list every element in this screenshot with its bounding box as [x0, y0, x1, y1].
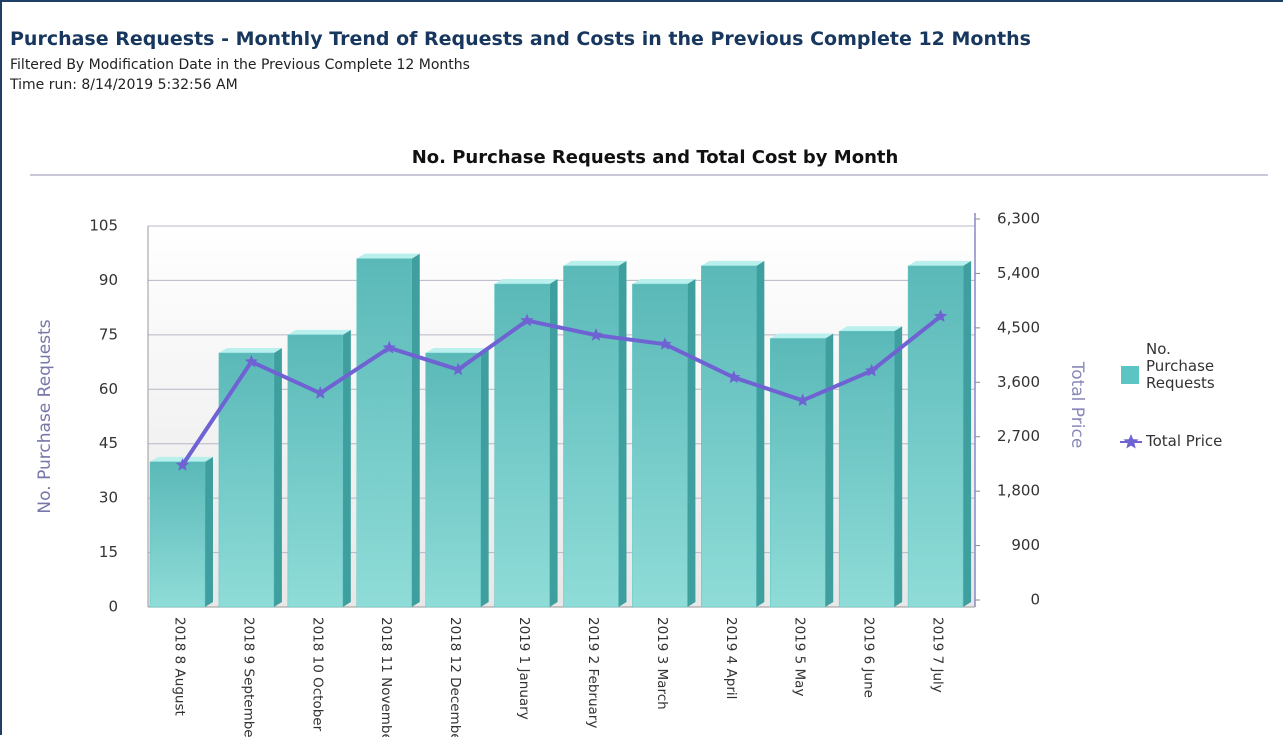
report-title: Purchase Requests - Monthly Trend of Req… [10, 28, 1031, 50]
y2-tick-label: 5,400 [997, 264, 1040, 282]
y2-tick-label: 6,300 [997, 210, 1040, 228]
bar-side [894, 326, 903, 607]
bar-side [273, 348, 282, 607]
bar [907, 265, 964, 608]
bar-side [963, 260, 972, 607]
bar-cap [632, 279, 696, 285]
x-tick-label: 2019 1 January [516, 617, 532, 720]
y2-tick-label: 0 [1030, 591, 1040, 609]
line-marker [933, 309, 948, 322]
bar-side [687, 279, 696, 607]
bar-cap [218, 348, 282, 353]
line-marker [382, 340, 396, 354]
bar [770, 338, 826, 608]
bar [218, 352, 275, 608]
line-marker [175, 458, 190, 471]
x-tick-label: 2018 11 November [378, 617, 394, 737]
x-tick-label: 2018 10 October [309, 617, 325, 732]
line-marker [796, 393, 810, 407]
x-tick-label: 2019 5 May [792, 617, 808, 696]
y-tick-label: 30 [99, 489, 118, 507]
line-marker [244, 354, 258, 368]
y2-tick-label: 2,700 [997, 427, 1040, 445]
bar [494, 283, 550, 608]
line-marker [313, 386, 327, 399]
y-tick-label: 15 [99, 543, 118, 561]
bar-side [825, 333, 834, 607]
x-tick-label: 2019 6 June [861, 617, 877, 698]
report-time: Time run: 8/14/2019 5:32:56 AM [10, 77, 238, 93]
bar-side [618, 260, 627, 607]
bar-cap [908, 260, 972, 266]
x-tick-label: 2019 7 July [930, 617, 946, 693]
bar-cap [150, 456, 213, 462]
line-marker [865, 363, 879, 377]
bar-cap [770, 333, 834, 339]
bar-side [342, 329, 351, 607]
chart-title: No. Purchase Requests and Total Cost by … [412, 147, 899, 168]
y2-tick-label: 3,600 [997, 373, 1040, 391]
legend-label: Total Price [1146, 432, 1223, 450]
bar [425, 352, 481, 608]
bar [356, 258, 412, 608]
bar [838, 330, 895, 608]
x-tick-label: 2018 12 December [447, 617, 463, 737]
y2-tick-label: 900 [1011, 536, 1040, 554]
y-tick-label: 75 [99, 325, 118, 343]
bar-cap [356, 253, 420, 259]
line-marker [520, 313, 534, 327]
line-marker [727, 370, 741, 384]
bar-cap [494, 279, 558, 285]
line [180, 314, 942, 467]
bar-side [756, 260, 765, 607]
bar [563, 265, 619, 608]
bar [287, 334, 344, 608]
y-tick-label: 90 [99, 271, 118, 289]
y-axis-title: No. Purchase Requests [35, 319, 55, 513]
legend-swatch [1121, 366, 1139, 384]
y2-tick-label: 1,800 [997, 482, 1040, 500]
bar-cap [839, 326, 903, 332]
legend-label: No. Purchase Requests [1146, 340, 1215, 392]
x-tick-label: 2019 4 April [723, 617, 739, 699]
x-tick-label: 2019 3 March [654, 617, 670, 710]
y2-axis-title: Total Price [1067, 361, 1087, 449]
x-tick-label: 2018 8 August [171, 617, 187, 716]
bar-side [549, 279, 558, 607]
bar-side [480, 348, 489, 607]
plot-wall [148, 226, 975, 607]
bar-cap [287, 329, 351, 335]
bar-cap [701, 260, 765, 266]
line-marker [658, 337, 672, 350]
line-marker [589, 328, 603, 341]
bar-side [411, 253, 420, 607]
line-marker [451, 362, 465, 376]
x-tick-label: 2018 9 September [240, 617, 256, 737]
y2-tick-label: 4,500 [997, 318, 1040, 336]
report-filter: Filtered By Modification Date in the Pre… [10, 57, 470, 73]
bar [149, 461, 206, 608]
bar-cap [563, 260, 627, 266]
y-tick-label: 0 [108, 598, 118, 616]
y-tick-label: 45 [99, 434, 118, 452]
bar-cap [425, 348, 489, 353]
bar-side [205, 456, 213, 607]
y-tick-label: 105 [89, 217, 118, 235]
y-tick-label: 60 [99, 380, 118, 398]
x-tick-label: 2019 2 February [585, 617, 601, 728]
bar [632, 283, 688, 608]
bar [701, 265, 757, 608]
